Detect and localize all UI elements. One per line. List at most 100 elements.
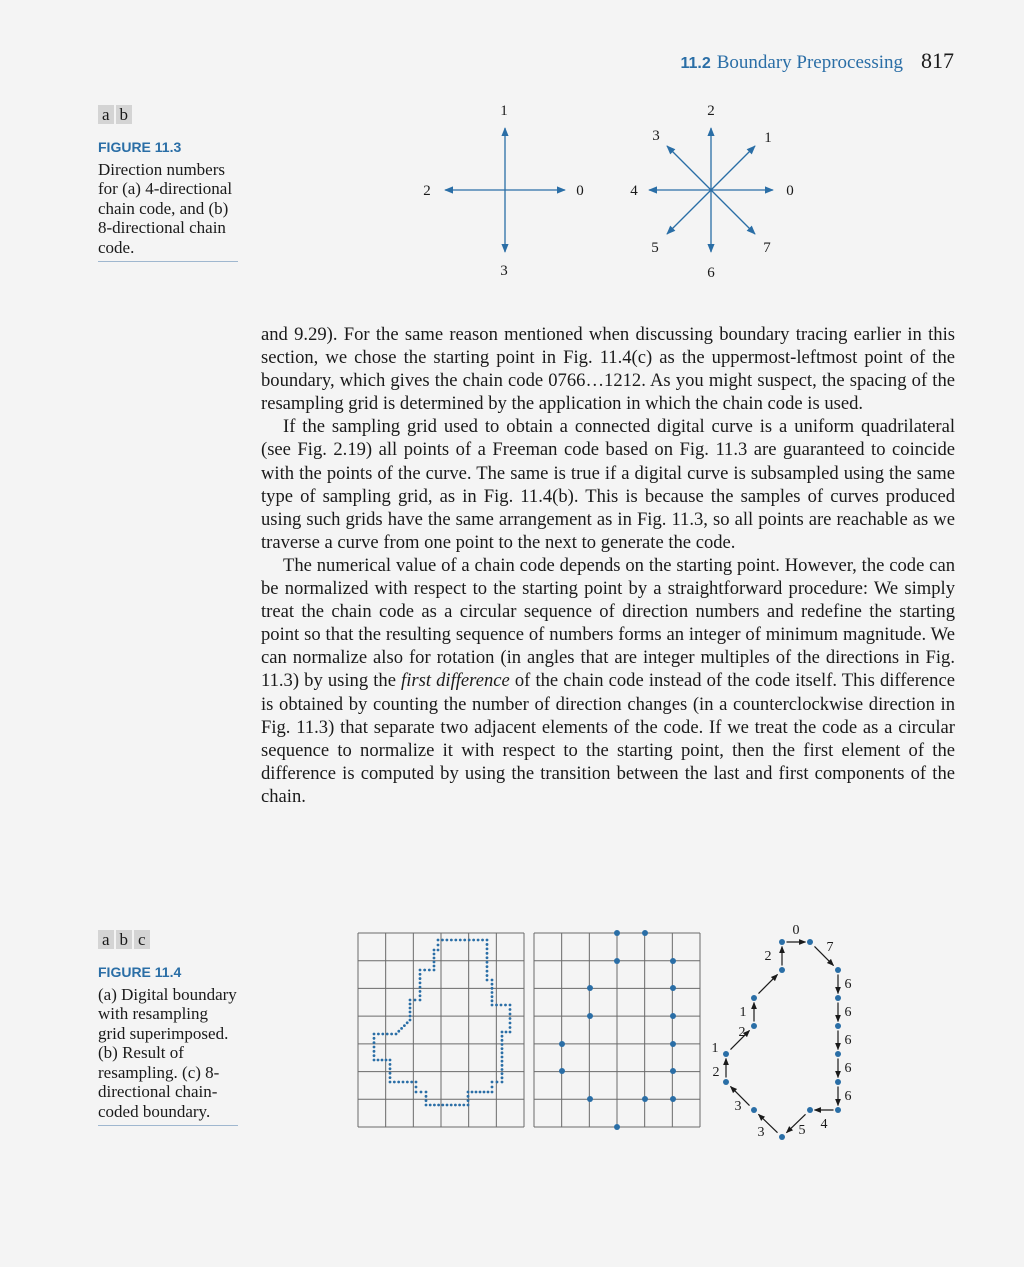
- chain-node: [807, 939, 813, 945]
- boundary-dot: [495, 1080, 499, 1084]
- sample-point: [614, 958, 620, 964]
- boundary-dot: [418, 968, 422, 972]
- boundary-dot: [397, 1080, 401, 1084]
- label-4dir-1: 1: [500, 103, 508, 119]
- panel-tags: a b c: [98, 930, 238, 949]
- chain-node: [807, 1107, 813, 1113]
- figure-11-3-caption: a b FIGURE 11.3 Direction numbers for (a…: [98, 105, 238, 262]
- boundary-dot: [508, 1030, 512, 1034]
- boundary-dot: [478, 1090, 482, 1094]
- boundary-dot: [500, 1072, 504, 1076]
- boundary-dot: [441, 1103, 445, 1107]
- label-8dir-5: 5: [651, 240, 659, 256]
- four-direction-arrows: [444, 127, 566, 253]
- sample-point: [587, 1096, 593, 1102]
- panel-tag-c: c: [134, 930, 150, 949]
- boundary-dot: [418, 985, 422, 989]
- sample-point: [670, 1096, 676, 1102]
- chain-code-label: 2: [739, 1025, 746, 1040]
- sample-point: [670, 985, 676, 991]
- figure-caption-text: (a) Digital boundary with resampling gri…: [98, 984, 237, 1121]
- label-8dir-7: 7: [763, 240, 771, 256]
- boundary-dot: [449, 1103, 453, 1107]
- boundary-dot: [414, 1090, 418, 1094]
- boundary-dot: [385, 1032, 389, 1036]
- boundary-dot: [413, 998, 417, 1002]
- boundary-dot: [485, 969, 489, 973]
- paragraph-2: If the sampling grid used to obtain a co…: [261, 416, 955, 553]
- panel-tags: a b: [98, 105, 238, 124]
- running-header: 11.2 Boundary Preprocessing 817: [680, 48, 954, 74]
- boundary-dot: [424, 1090, 428, 1094]
- label-4dir-2: 2: [423, 183, 431, 199]
- chain-arrow: [729, 1085, 750, 1106]
- boundary-dot: [372, 1045, 376, 1049]
- chain-code-label: 2: [765, 949, 772, 964]
- resampling-grid-a: [357, 932, 525, 1128]
- boundary-dot: [490, 982, 494, 986]
- boundary-dot: [485, 947, 489, 951]
- chain-node: [835, 967, 841, 973]
- boundary-dot: [454, 938, 458, 942]
- boundary-dot: [485, 943, 489, 946]
- boundary-dot: [397, 1029, 401, 1033]
- boundary-dot: [372, 1054, 376, 1058]
- chain-arrow: [730, 1029, 751, 1050]
- boundary-dot: [388, 1080, 392, 1084]
- chain-node: [779, 967, 785, 973]
- label-8dir-6: 6: [707, 265, 715, 281]
- boundary-dot: [408, 1002, 412, 1006]
- boundary-dot: [500, 1030, 504, 1034]
- boundary-dot: [408, 1018, 412, 1022]
- label-4dir-0: 0: [576, 183, 584, 199]
- boundary-dot: [432, 952, 436, 956]
- resampled-points: [559, 930, 676, 1130]
- boundary-dot: [381, 1032, 385, 1036]
- chain-code-label: 3: [758, 1125, 765, 1140]
- boundary-dot: [372, 1036, 376, 1040]
- panel-tag-b: b: [115, 930, 133, 949]
- boundary-dot: [390, 1032, 393, 1036]
- boundary-dot: [500, 1055, 504, 1059]
- boundary-dot: [410, 1080, 414, 1084]
- boundary-dot: [495, 1003, 498, 1007]
- boundary-dot: [470, 1090, 474, 1094]
- boundary-dot: [508, 1017, 512, 1020]
- boundary-dot: [500, 1080, 504, 1084]
- boundary-dot: [445, 1103, 449, 1107]
- boundary-dot: [392, 1080, 396, 1084]
- boundary-dot: [500, 1038, 504, 1042]
- boundary-dot: [376, 1058, 380, 1062]
- chain-node: [723, 1051, 729, 1057]
- boundary-dot: [466, 1094, 470, 1098]
- boundary-dot: [508, 1012, 512, 1016]
- boundary-dot: [485, 965, 489, 969]
- chain-node: [779, 939, 785, 945]
- label-8dir-0: 0: [786, 183, 794, 199]
- boundary-dot: [388, 1076, 392, 1079]
- boundary-dot: [490, 1080, 494, 1084]
- boundary-dot: [441, 938, 444, 942]
- chain-node: [835, 1023, 841, 1029]
- sample-point: [642, 1096, 648, 1102]
- paragraph-3-start: The numerical value of a chain code depe…: [261, 554, 955, 692]
- boundary-dot: [485, 960, 489, 964]
- paragraph-1: and 9.29). For the same reason mentioned…: [261, 324, 955, 415]
- boundary-dot: [466, 1099, 470, 1103]
- boundary-dot: [432, 964, 436, 968]
- figure-caption-text: Direction numbers for (a) 4-directional …: [98, 159, 233, 257]
- boundary-dot: [401, 1080, 405, 1084]
- boundary-dot: [504, 1030, 508, 1034]
- chain-code-label: 6: [845, 1005, 852, 1020]
- page-number: 817: [921, 48, 954, 73]
- boundary-dot: [437, 1103, 440, 1107]
- boundary-dot: [466, 1090, 470, 1094]
- label-8dir-4: 4: [630, 183, 638, 199]
- section-heading: 11.2 Boundary Preprocessing: [680, 52, 903, 74]
- arrow-8-3: [666, 145, 712, 191]
- arrow-8-1: [710, 145, 756, 191]
- body-text: and 9.29). For the same reason mentioned…: [261, 323, 955, 808]
- boundary-dot: [481, 938, 484, 942]
- boundary-dot: [462, 1103, 466, 1107]
- section-title: Boundary Preprocessing: [716, 52, 903, 73]
